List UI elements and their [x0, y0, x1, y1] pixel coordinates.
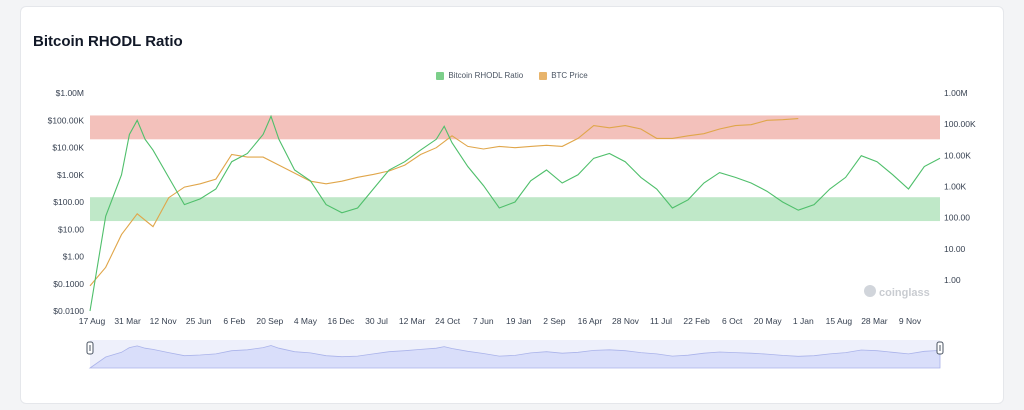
coinglass-logo-icon: [864, 285, 876, 297]
x-tick-label: 15 Aug: [826, 316, 853, 326]
y-right-tick-label: 100.00K: [944, 119, 976, 129]
x-tick-label: 6 Feb: [223, 316, 245, 326]
y-right-tick-label: 10.00K: [944, 150, 971, 160]
x-tick-label: 24 Oct: [435, 316, 461, 326]
band-bottom: [90, 197, 940, 222]
navigator-area: [88, 345, 941, 369]
legend-swatch-price: [539, 71, 548, 80]
y-left-tick-label: $1.00: [63, 252, 85, 262]
y-left-tick-label: $100.00: [53, 197, 84, 207]
x-tick-label: 28 Nov: [612, 316, 640, 326]
x-tick-label: 12 Nov: [150, 316, 178, 326]
band-top: [90, 115, 940, 140]
legend-label-rhodl: Bitcoin RHODL Ratio: [448, 71, 524, 80]
y-left-tick-label: $0.0100: [53, 306, 84, 316]
x-tick-label: 20 May: [754, 316, 783, 326]
x-tick-label: 19 Jan: [506, 316, 532, 326]
x-tick-label: 6 Oct: [722, 316, 743, 326]
x-tick-label: 17 Aug: [79, 316, 106, 326]
y-right-tick-label: 1.00: [944, 275, 961, 285]
y-right-tick-label: 1.00K: [944, 182, 967, 192]
x-tick-label: 4 May: [294, 316, 318, 326]
y-left-tick-label: $1.00M: [56, 88, 84, 98]
x-tick-label: 25 Jun: [186, 316, 212, 326]
y-right-tick-label: 1.00M: [944, 88, 968, 98]
x-tick-label: 20 Sep: [256, 316, 283, 326]
y-left-tick-label: $1.00K: [57, 170, 84, 180]
x-tick-label: 31 Mar: [114, 316, 141, 326]
legend-item-price[interactable]: BTC Price: [539, 71, 588, 80]
y-right-tick-label: 100.00: [944, 213, 970, 223]
y-left-tick-label: $10.00: [58, 224, 84, 234]
x-tick-label: 9 Nov: [899, 316, 922, 326]
y-left-tick-label: $100.00K: [48, 115, 85, 125]
y-left-tick-label: $10.00K: [52, 143, 84, 153]
watermark-text: coinglass: [879, 287, 930, 299]
y-left-tick-label: $0.1000: [53, 279, 84, 289]
page-title: Bitcoin RHODL Ratio: [33, 33, 183, 50]
x-tick-label: 16 Apr: [578, 316, 603, 326]
x-tick-label: 1 Jan: [793, 316, 814, 326]
y-right-tick-label: 10.00: [944, 244, 966, 254]
x-tick-label: 28 Mar: [861, 316, 888, 326]
x-tick-label: 11 Jul: [650, 316, 672, 326]
series-line-btc-price[interactable]: [89, 118, 799, 287]
x-tick-label: 12 Mar: [399, 316, 426, 326]
coinglass-watermark: coinglass: [864, 285, 930, 299]
legend-label-price: BTC Price: [551, 71, 588, 80]
chart-legend: Bitcoin RHODL Ratio BTC Price: [21, 71, 1003, 80]
x-tick-label: 2 Sep: [543, 316, 565, 326]
series-line-rhodl-ratio[interactable]: [89, 114, 941, 312]
legend-item-rhodl[interactable]: Bitcoin RHODL Ratio: [436, 71, 523, 80]
x-tick-label: 16 Dec: [327, 316, 355, 326]
legend-swatch-rhodl: [436, 71, 445, 80]
x-tick-label: 7 Jun: [473, 316, 494, 326]
x-tick-label: 22 Feb: [683, 316, 710, 326]
x-tick-label: 30 Jul: [365, 316, 388, 326]
